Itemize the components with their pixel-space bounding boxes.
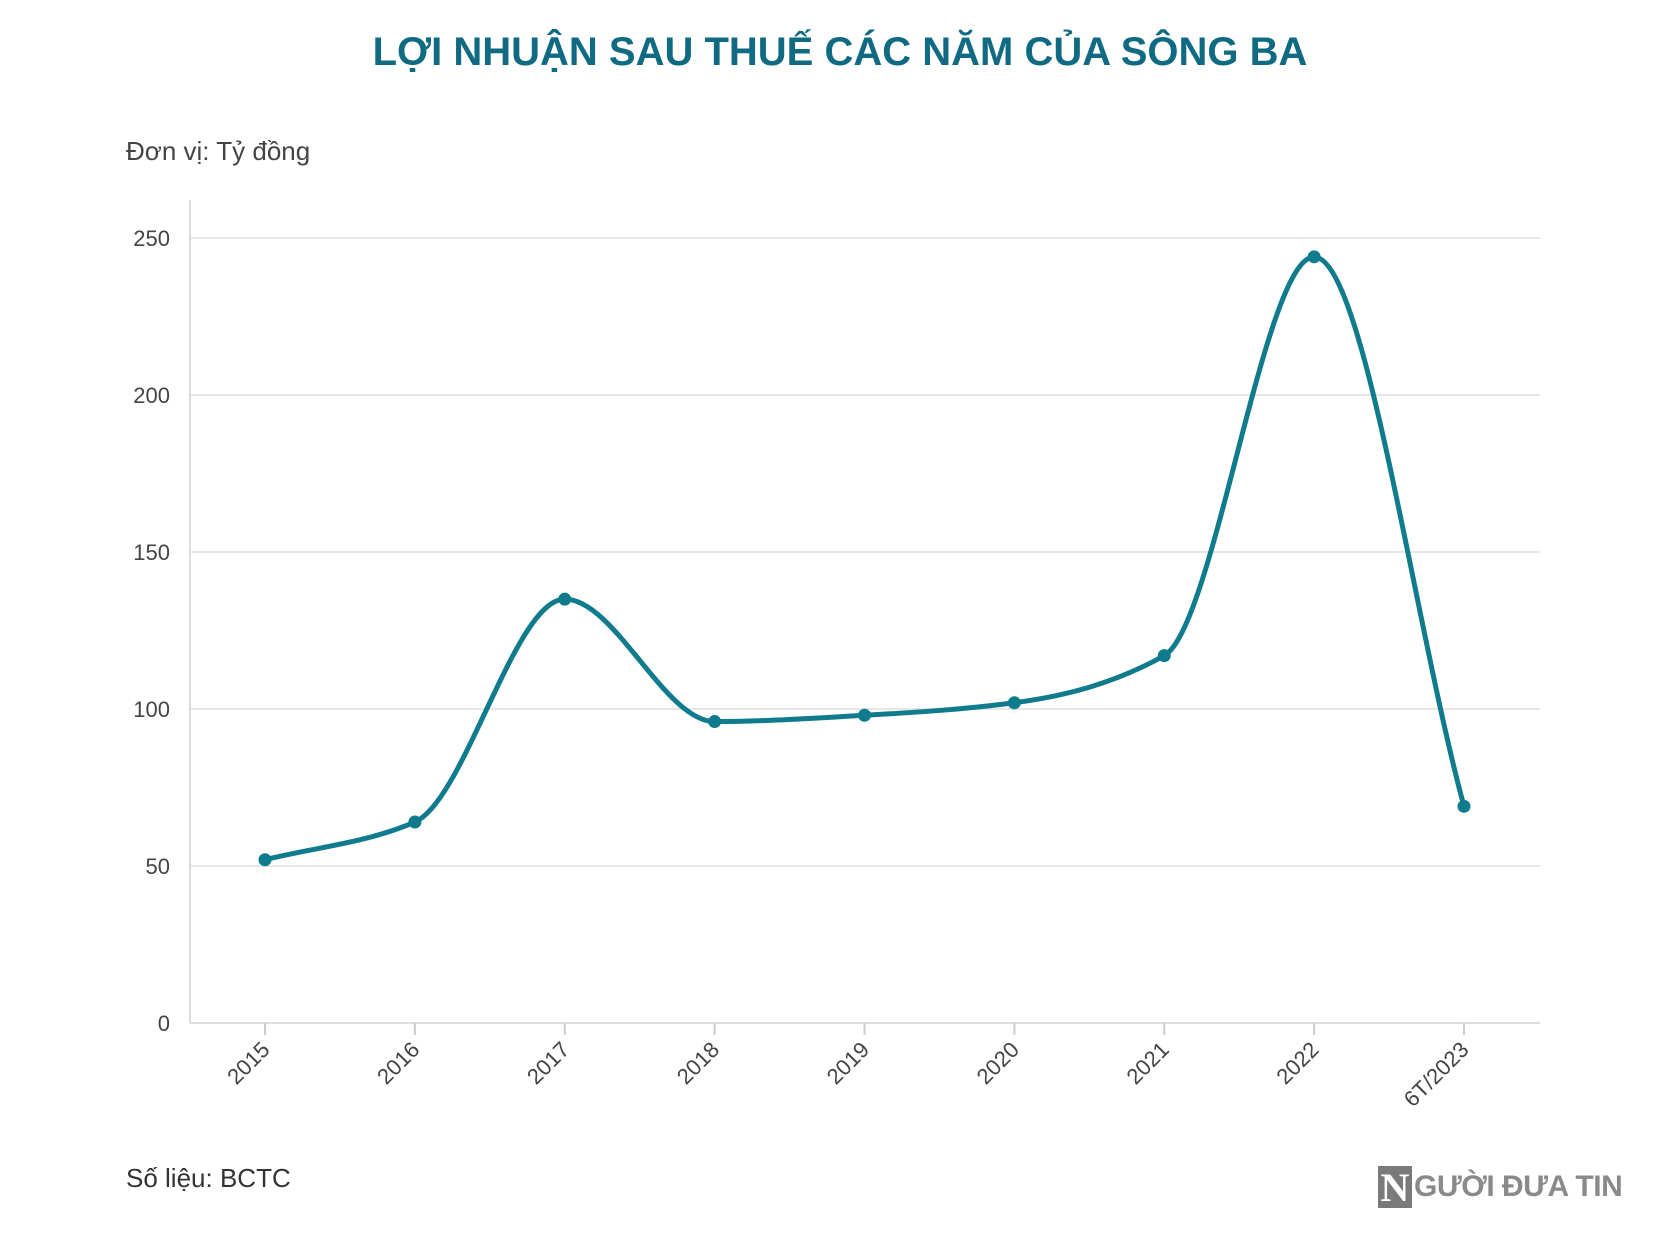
y-tick-label: 250 bbox=[133, 226, 170, 251]
y-tick-label: 100 bbox=[133, 697, 170, 722]
data-point[interactable] bbox=[1157, 649, 1171, 663]
chart-title: LỢI NHUẬN SAU THUẾ CÁC NĂM CỦA SÔNG BA bbox=[372, 30, 1308, 74]
y-tick-label: 200 bbox=[133, 383, 170, 408]
data-point[interactable] bbox=[258, 853, 272, 867]
data-point[interactable] bbox=[1007, 696, 1021, 710]
logo-letter: N bbox=[1378, 1166, 1412, 1210]
x-tick-label: 2016 bbox=[372, 1037, 424, 1089]
x-tick-label: 2018 bbox=[672, 1037, 724, 1089]
axes bbox=[189, 200, 1540, 1035]
data-point[interactable] bbox=[1457, 799, 1471, 813]
series-line bbox=[264, 254, 1467, 863]
y-tick-label: 50 bbox=[146, 854, 170, 879]
x-tick-label: 2022 bbox=[1271, 1037, 1323, 1089]
data-point[interactable] bbox=[1307, 250, 1321, 264]
series bbox=[258, 250, 1471, 867]
logo-text: GƯỜI ĐƯA TIN bbox=[1414, 1170, 1623, 1203]
unit-label: Đơn vị: Tỷ đồng bbox=[126, 136, 311, 166]
data-point[interactable] bbox=[408, 815, 422, 829]
y-tick-label: 0 bbox=[158, 1011, 170, 1036]
data-point[interactable] bbox=[708, 715, 722, 729]
x-tick-label: 6T/2023 bbox=[1399, 1037, 1474, 1112]
source-label: Số liệu: BCTC bbox=[126, 1163, 291, 1193]
x-tick-label: 2019 bbox=[822, 1037, 874, 1089]
publisher-logo: N GƯỜI ĐƯA TIN bbox=[1378, 1165, 1623, 1210]
x-tick-label: 2021 bbox=[1121, 1037, 1173, 1089]
x-tick-label: 2015 bbox=[222, 1037, 274, 1089]
data-point[interactable] bbox=[858, 708, 871, 722]
x-tick-label: 2020 bbox=[972, 1037, 1024, 1089]
x-tick-labels: 2015 2016 2017 2018 2019 2020 2021 2022 6T/2023 bbox=[222, 1037, 1473, 1112]
gridlines bbox=[190, 237, 1540, 867]
data-point[interactable] bbox=[558, 592, 572, 606]
y-tick-label: 150 bbox=[133, 540, 170, 565]
y-tick-labels: 0 50 100 150 200 250 bbox=[133, 226, 170, 1036]
x-tick-label: 2017 bbox=[522, 1037, 574, 1089]
